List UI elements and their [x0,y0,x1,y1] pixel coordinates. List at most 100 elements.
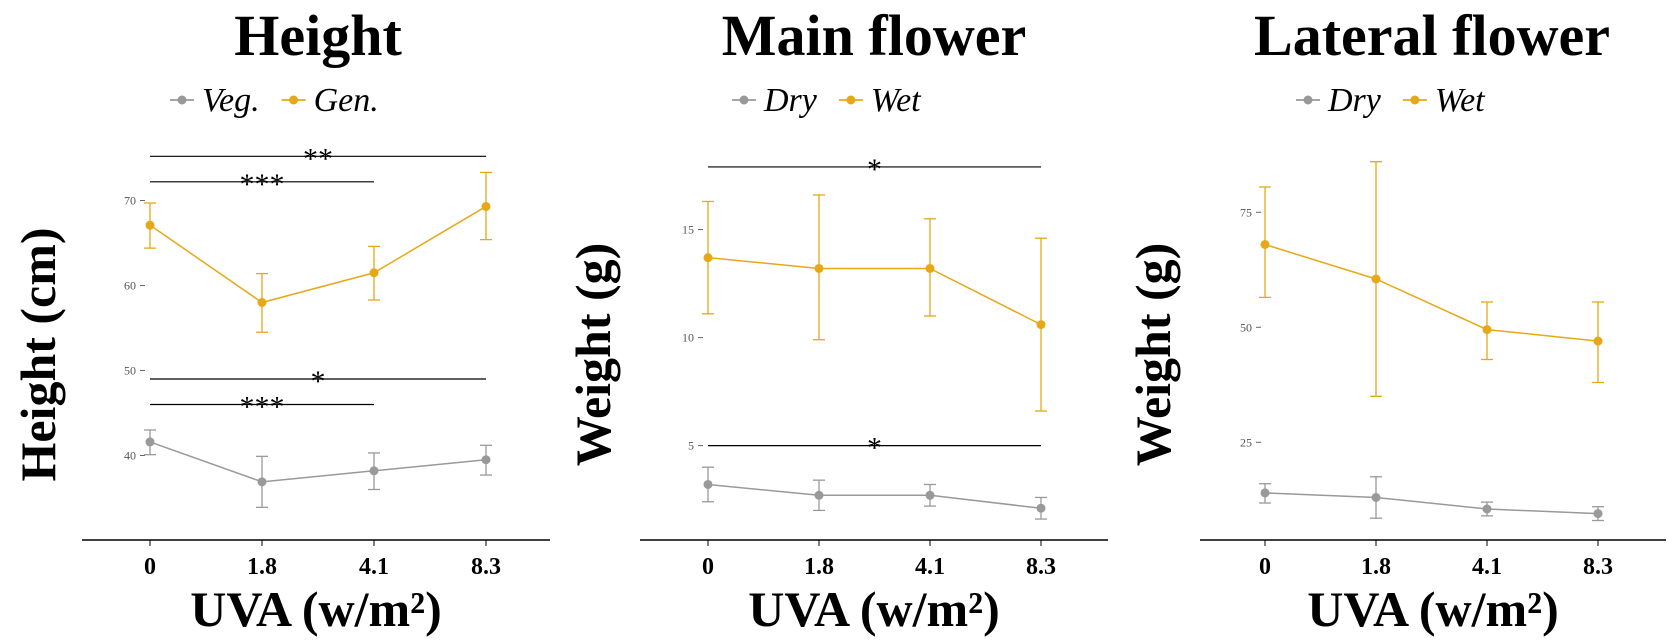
data-point [1371,493,1381,502]
significance-label: ** [303,142,333,175]
series-1 [144,429,492,509]
legend-label: Dry [763,82,818,119]
series-2 [144,171,492,333]
y-tick-label: 60 [124,279,136,293]
significance-label: * [867,432,882,465]
data-point [1482,325,1492,335]
y-tick-label: 10 [682,331,694,345]
data-point [481,201,491,211]
data-point [703,479,713,489]
x-axis-label: UVA (w/m²) [190,581,442,637]
legend-swatch-marker [1410,95,1420,105]
significance-bracket: * [708,153,1041,186]
series-1 [1259,476,1604,522]
legend-entry: Gen. [281,82,379,119]
x-tick-label: 8.3 [1583,554,1613,580]
x-tick-label: 4.1 [915,554,945,580]
chart-panel-1: Height Veg. Gen. 0 1.8 4.1 8.3 40 50 60 70 UVA (w/m… [10,3,550,637]
series-2 [702,194,1047,412]
data-point [925,263,935,273]
legend-swatch-marker [846,95,856,105]
data-point [145,437,155,447]
x-tick-label: 8.3 [471,554,501,580]
y-tick-label: 5 [688,439,694,453]
data-point [1036,320,1046,330]
data-point [369,268,379,278]
x-axis-label: UVA (w/m²) [1307,581,1559,637]
chart-title: Height [234,3,402,68]
data-point [814,490,824,500]
series-2 [1259,161,1604,397]
x-tick-label: 1.8 [804,554,834,580]
data-point [1593,509,1603,519]
legend-entry: Dry [1296,82,1382,119]
significance-bracket: * [708,432,1041,465]
x-tick-label: 0 [1259,554,1271,580]
x-tick-label: 1.8 [1361,554,1391,580]
legend-label: Dry [1327,82,1382,119]
data-point [1593,336,1603,346]
legend-entry: Wet [838,82,922,119]
significance-label: * [311,365,326,398]
data-point [257,298,267,307]
x-tick-label: 8.3 [1026,554,1056,580]
series-line [149,205,487,304]
series-1 [702,466,1047,520]
significance-bracket: * [150,365,486,398]
legend-label: Veg. [202,82,260,119]
legend-entry: Wet [1402,82,1486,119]
y-tick-label: 70 [124,194,136,208]
legend-label: Wet [1435,82,1486,119]
legend-swatch-marker [289,95,299,105]
x-tick-label: 0 [144,554,156,580]
data-point [814,263,824,273]
significance-bracket: ** [150,142,486,175]
legend-swatch-marker [1303,95,1313,105]
data-point [145,220,155,230]
series-line [1264,492,1599,515]
significance-label: * [867,153,882,186]
series-line [1264,243,1599,342]
chart-title: Lateral flower [1254,3,1610,68]
significance-bracket: *** [150,391,374,424]
legend-swatch-marker [177,95,187,105]
series-line [149,441,487,483]
data-point [1371,274,1381,284]
y-tick-label: 40 [124,449,136,463]
y-tick-label: 50 [124,364,136,378]
series-line [707,483,1042,509]
y-tick-label: 50 [1240,320,1252,334]
legend-label: Wet [871,82,922,119]
chart-panel-2: Main flower Dry Wet 0 1.8 4.1 8.3 5 10 15 UVA (w/m… [565,3,1108,637]
x-tick-label: 4.1 [1472,554,1502,580]
data-point [703,253,713,263]
y-tick-label: 25 [1240,435,1252,449]
data-point [257,477,267,487]
data-point [1260,240,1270,249]
significance-label: *** [240,168,285,201]
significance-bracket: *** [150,168,374,201]
data-point [1482,504,1492,514]
x-tick-label: 0 [702,554,714,580]
chart-title: Main flower [722,3,1026,68]
data-point [1260,488,1270,498]
data-point [1036,503,1046,513]
x-tick-label: 4.1 [359,554,389,580]
data-point [481,455,491,465]
y-tick-label: 15 [682,223,694,237]
chart-panel-3: Lateral flower Dry Wet 0 1.8 4.1 8.3 25 50 75 UVA … [1125,3,1666,637]
data-point [369,466,379,476]
legend-label: Gen. [314,82,379,119]
legend-entry: Veg. [170,82,260,119]
significance-label: *** [240,391,285,424]
y-axis-label: Height (cm) [10,227,66,481]
series-line [707,256,1042,326]
x-tick-label: 1.8 [247,554,277,580]
y-tick-label: 75 [1240,205,1252,219]
data-point [925,490,935,500]
legend-entry: Dry [732,82,818,119]
y-axis-label: Weight (g) [1125,243,1181,467]
y-axis-label: Weight (g) [565,243,621,467]
legend-swatch-marker [739,95,749,105]
